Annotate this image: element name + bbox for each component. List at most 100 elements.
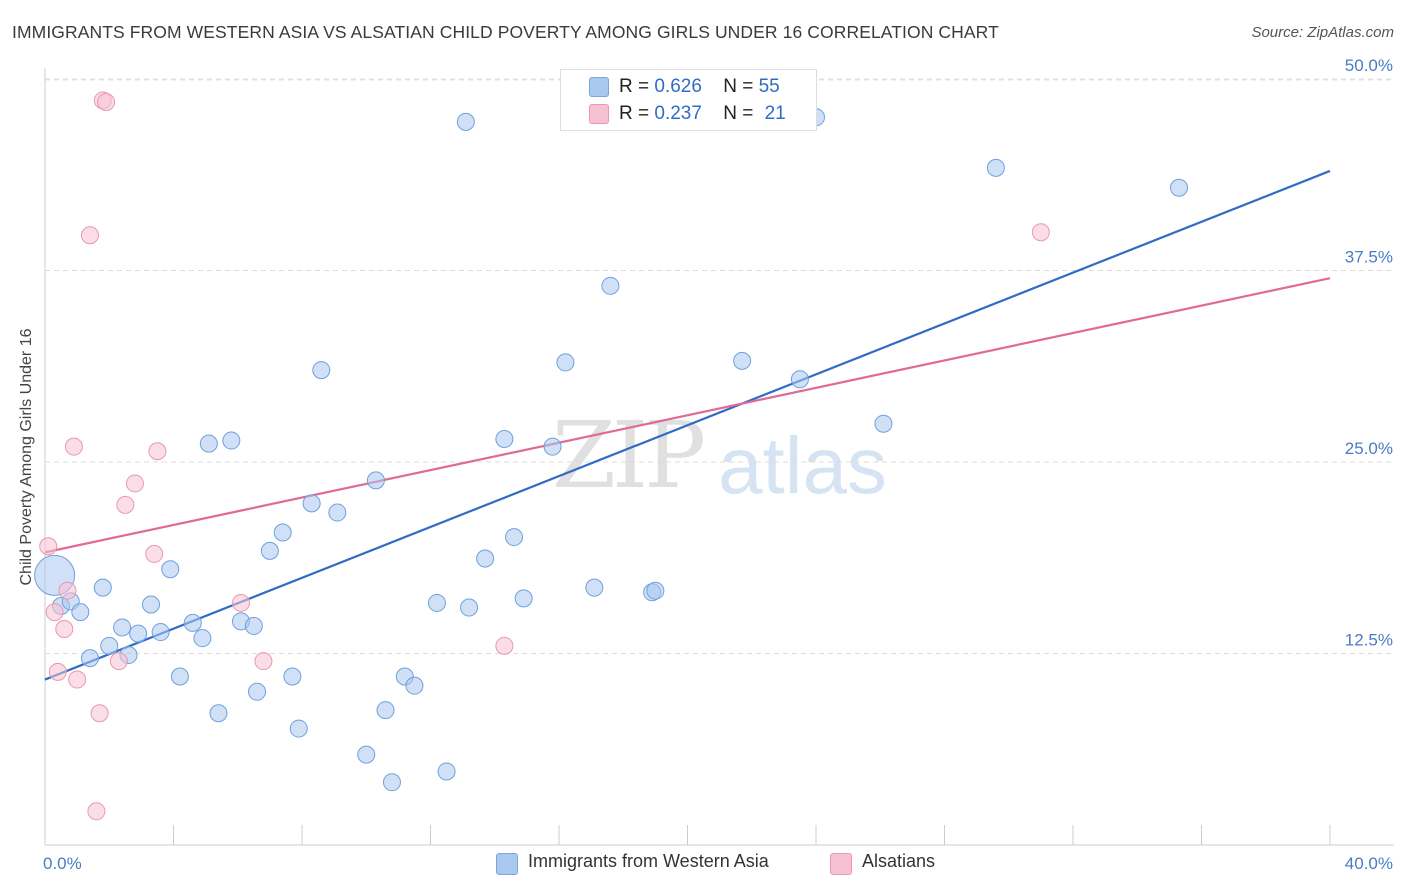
point-alsatians xyxy=(55,619,74,638)
point-western-asia xyxy=(556,353,575,372)
point-alsatians xyxy=(231,593,250,612)
point-western-asia xyxy=(151,623,170,642)
watermark-zip: ZIP xyxy=(552,402,706,509)
point-western-asia xyxy=(437,762,456,781)
point-western-asia xyxy=(273,523,292,542)
axes xyxy=(44,68,1394,846)
point-alsatians xyxy=(145,544,164,563)
chart-title: IMMIGRANTS FROM WESTERN ASIA VS ALSATIAN… xyxy=(12,22,999,42)
legend-swatch-alsatians xyxy=(830,853,852,875)
point-western-asia xyxy=(248,682,267,701)
legend-swatch-alsatians xyxy=(589,104,609,124)
point-western-asia xyxy=(505,528,524,547)
point-alsatians xyxy=(87,802,106,821)
legend-row-western-asia: R = 0.626 N = 55 xyxy=(619,76,780,98)
point-western-asia xyxy=(289,719,308,738)
point-western-asia xyxy=(427,593,446,612)
legend-label-western-asia: Immigrants from Western Asia xyxy=(528,851,769,871)
point-alsatians xyxy=(45,603,64,622)
point-alsatians xyxy=(48,662,67,681)
point-western-asia xyxy=(476,549,495,568)
point-western-asia xyxy=(100,636,119,655)
n-value: 55 xyxy=(758,76,780,97)
tick-labels: 12.5% 25.0% 37.5% 50.0% 0.0% 40.0% xyxy=(43,56,1393,873)
point-western-asia xyxy=(543,437,562,456)
point-alsatians xyxy=(109,652,128,671)
point-western-asia xyxy=(646,581,665,600)
point-alsatians xyxy=(58,581,77,600)
point-alsatians xyxy=(39,537,58,556)
point-alsatians xyxy=(125,474,144,493)
point-western-asia xyxy=(585,578,604,597)
point-alsatians xyxy=(64,437,83,456)
point-western-asia xyxy=(601,276,620,295)
point-western-asia xyxy=(71,603,90,622)
y-tick-label: 25.0% xyxy=(1345,439,1393,458)
x-tick-label-min: 0.0% xyxy=(43,854,82,873)
point-western-asia xyxy=(874,414,893,433)
n-label: N = xyxy=(723,76,754,97)
point-western-asia xyxy=(193,629,212,648)
y-tick-label: 50.0% xyxy=(1345,56,1393,75)
point-western-asia xyxy=(222,431,241,450)
legend-swatch-western-asia xyxy=(496,853,518,875)
r-value: 0.626 xyxy=(654,76,702,97)
y-tick-label: 12.5% xyxy=(1345,631,1393,650)
point-alsatians xyxy=(90,704,109,723)
point-alsatians xyxy=(495,636,514,655)
gridlines xyxy=(45,78,1394,654)
series-legend: Immigrants from Western Asia Alsatians xyxy=(0,851,1406,877)
point-western-asia xyxy=(514,589,533,608)
point-western-asia xyxy=(283,667,302,686)
y-tick-label: 37.5% xyxy=(1345,248,1393,267)
trend-lines xyxy=(44,169,1331,681)
point-alsatians xyxy=(254,652,273,671)
source-label: Source: ZipAtlas.com xyxy=(1251,24,1394,41)
x-tick-label-max: 40.0% xyxy=(1345,854,1393,873)
r-value: 0.237 xyxy=(654,103,702,124)
point-western-asia xyxy=(456,112,475,131)
point-western-asia xyxy=(405,676,424,695)
point-western-asia xyxy=(376,701,395,720)
point-alsatians xyxy=(116,495,135,514)
legend-label-alsatians: Alsatians xyxy=(862,851,936,871)
point-western-asia xyxy=(183,613,202,632)
point-alsatians xyxy=(80,226,99,245)
point-western-asia xyxy=(986,158,1005,177)
legend-swatch-western-asia xyxy=(589,77,609,97)
r-label: R = xyxy=(619,76,650,97)
point-western-asia xyxy=(312,361,331,380)
point-western-asia xyxy=(209,704,228,723)
point-western-asia xyxy=(460,598,479,617)
trend-line-alsatians xyxy=(44,277,1331,554)
point-western-asia xyxy=(382,773,401,792)
point-western-asia xyxy=(142,595,161,614)
point-western-asia xyxy=(357,745,376,764)
point-western-asia xyxy=(244,616,263,635)
correlation-legend: R = 0.626 N = 55 R = 0.237 N = 21 xyxy=(560,69,817,131)
point-western-asia xyxy=(161,560,180,579)
point-western-asia xyxy=(199,434,218,453)
watermark-atlas: atlas xyxy=(718,421,887,510)
legend-row-alsatians: R = 0.237 N = 21 xyxy=(619,103,786,125)
r-label: R = xyxy=(619,103,650,124)
point-alsatians xyxy=(1031,223,1050,242)
point-alsatians xyxy=(148,442,167,461)
point-western-asia xyxy=(93,578,112,597)
point-western-asia xyxy=(129,624,148,643)
point-western-asia xyxy=(733,351,752,370)
n-label: N = xyxy=(723,103,754,124)
n-value: 21 xyxy=(764,103,786,124)
point-western-asia xyxy=(260,541,279,560)
point-western-asia xyxy=(113,618,132,637)
point-alsatians xyxy=(68,670,87,689)
point-western-asia xyxy=(328,503,347,522)
point-alsatians xyxy=(97,92,116,111)
point-western-asia xyxy=(80,649,99,668)
point-western-asia xyxy=(170,667,189,686)
trend-line-western-asia xyxy=(44,169,1331,681)
point-western-asia xyxy=(302,494,321,513)
point-western-asia xyxy=(495,430,514,449)
point-western-asia xyxy=(790,370,809,389)
